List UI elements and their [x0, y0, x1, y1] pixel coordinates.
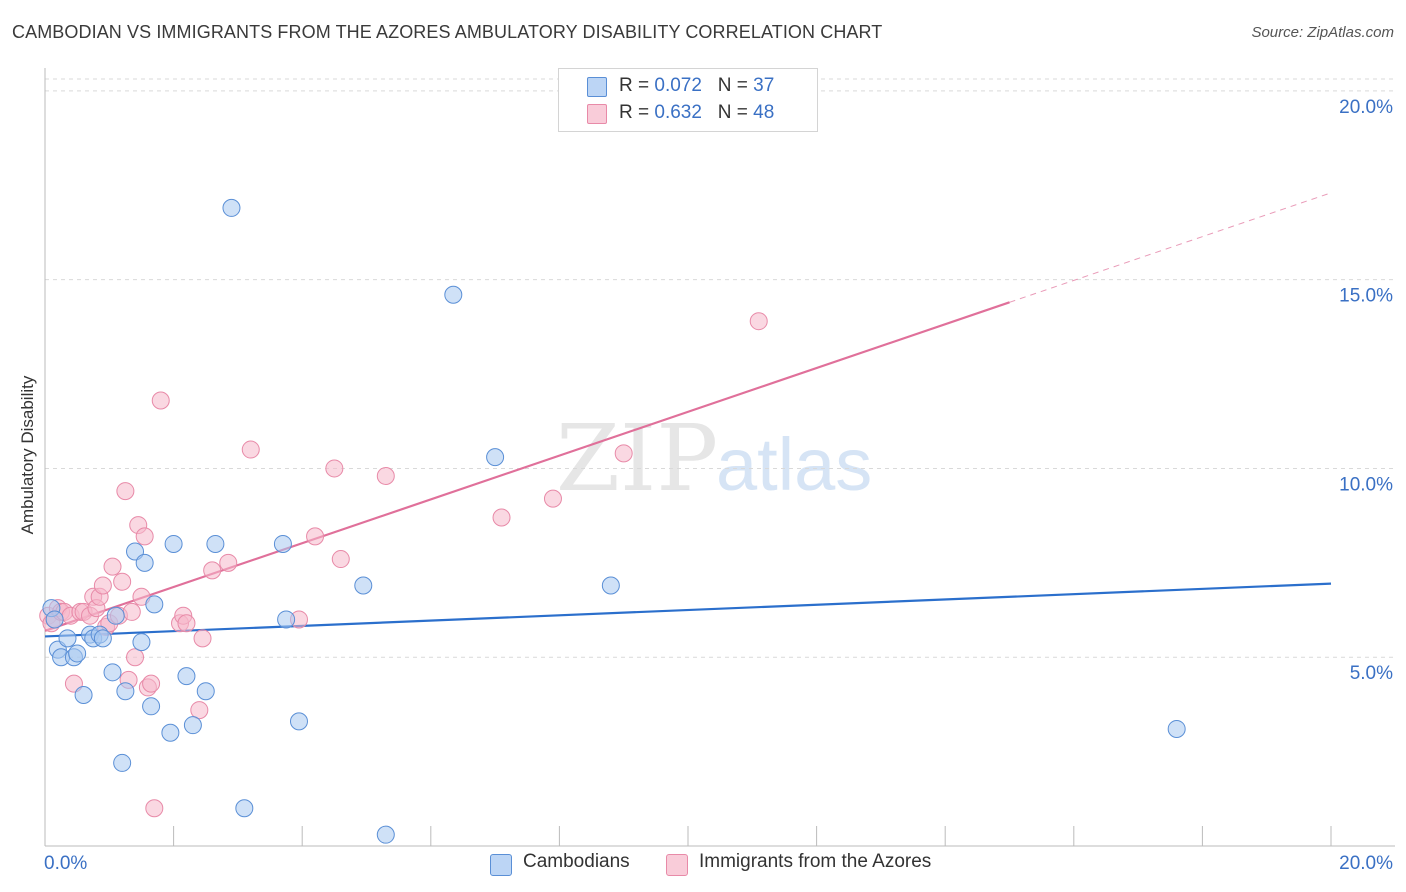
watermark-atlas: atlas	[716, 423, 872, 506]
azores-point	[103, 557, 122, 576]
cambodian-point	[161, 723, 180, 742]
cambodian-point	[45, 610, 64, 629]
cambodian-point	[93, 629, 112, 648]
azores-trend-line-extension	[1009, 192, 1332, 303]
azores-point	[543, 489, 562, 508]
legend: R = 0.072 N = 37 R = 0.632 N = 48	[558, 68, 818, 132]
cambodian-point	[142, 697, 161, 716]
legend-r-label-2: R =	[619, 102, 655, 123]
azores-point	[306, 527, 325, 546]
cambodian-point	[376, 825, 395, 844]
azores-point	[113, 572, 132, 591]
azores-point	[749, 312, 768, 331]
legend-r-label-1: R =	[619, 75, 655, 96]
bottom-legend-label-azores: Immigrants from the Azores	[699, 851, 932, 872]
bottom-legend-swatch-pink	[666, 854, 688, 876]
chart-title: CAMBODIAN VS IMMIGRANTS FROM THE AZORES …	[12, 22, 883, 42]
cambodian-point	[206, 534, 225, 553]
azores-point	[325, 459, 344, 478]
cambodian-point	[277, 610, 296, 629]
cambodian-point	[444, 285, 463, 304]
azores-point	[219, 553, 238, 572]
watermark: ZIP atlas	[556, 405, 872, 512]
azores-point	[151, 391, 170, 410]
legend-n-value-1: 37	[753, 75, 775, 96]
cambodian-point	[68, 644, 87, 663]
azores-point	[331, 550, 350, 569]
azores-point	[614, 444, 633, 463]
cambodian-point	[135, 553, 154, 572]
cambodian-point	[1167, 719, 1186, 738]
cambodian-point	[58, 629, 77, 648]
cambodian-point	[177, 667, 196, 686]
cambodian-point	[222, 198, 241, 217]
cambodian-trend-line	[44, 582, 1332, 638]
azores-point	[241, 440, 260, 459]
azores-point	[116, 482, 135, 501]
cambodian-point	[103, 663, 122, 682]
azores-point	[193, 629, 212, 648]
bottom-legend-label-cambodians: Cambodians	[523, 851, 630, 872]
cambodian-point	[354, 576, 373, 595]
source-label[interactable]: Source: ZipAtlas.com	[1251, 24, 1394, 41]
legend-swatch-pink	[587, 104, 607, 124]
azores-point	[190, 701, 209, 720]
azores-point	[135, 527, 154, 546]
legend-text-azores: R = 0.632 N = 48	[619, 102, 774, 124]
cambodian-point	[113, 753, 132, 772]
cambodian-point	[235, 799, 254, 818]
cambodian-point	[289, 712, 308, 731]
legend-r-value-2: 0.632	[654, 102, 702, 123]
data-points	[39, 198, 1186, 844]
y-tick-label: 10.0%	[1339, 474, 1393, 495]
cambodian-point	[183, 716, 202, 735]
azores-point	[93, 576, 112, 595]
azores-point	[142, 674, 161, 693]
y-tick-label: 5.0%	[1350, 663, 1393, 684]
cambodian-point	[74, 685, 93, 704]
gridlines	[45, 78, 1395, 658]
x-tick-label-max: 20.0%	[1339, 853, 1393, 874]
legend-text-cambodians: R = 0.072 N = 37	[619, 75, 774, 97]
watermark-zip: ZIP	[556, 405, 718, 512]
y-axis-label: Ambulatory Disability	[18, 375, 37, 535]
cambodian-point	[164, 534, 183, 553]
azores-point	[376, 466, 395, 485]
azores-point	[177, 614, 196, 633]
cambodian-point	[132, 633, 151, 652]
y-tick-label: 20.0%	[1339, 97, 1393, 118]
azores-point	[145, 799, 164, 818]
cambodian-point	[116, 682, 135, 701]
legend-n-value-2: 48	[753, 102, 775, 123]
axes	[44, 68, 1395, 847]
cambodian-point	[273, 534, 292, 553]
bottom-legend-swatch-blue	[490, 854, 512, 876]
x-tick-label-min: 0.0%	[44, 853, 87, 874]
azores-point	[492, 508, 511, 527]
cambodian-point	[601, 576, 620, 595]
cambodian-point	[196, 682, 215, 701]
cambodian-point	[145, 595, 164, 614]
cambodian-point	[106, 606, 125, 625]
legend-r-value-1: 0.072	[654, 75, 702, 96]
azores-point	[203, 561, 222, 580]
azores-point	[126, 648, 145, 667]
legend-n-label-2: N =	[717, 102, 754, 123]
y-tick-label: 15.0%	[1339, 286, 1393, 307]
legend-n-label-1: N =	[717, 75, 754, 96]
axis-ticks: 5.0% 10.0% 15.0% 20.0% 0.0% 20.0%	[44, 97, 1393, 874]
azores-point	[122, 602, 141, 621]
cambodian-point	[486, 448, 505, 467]
legend-swatch-blue	[587, 77, 607, 97]
